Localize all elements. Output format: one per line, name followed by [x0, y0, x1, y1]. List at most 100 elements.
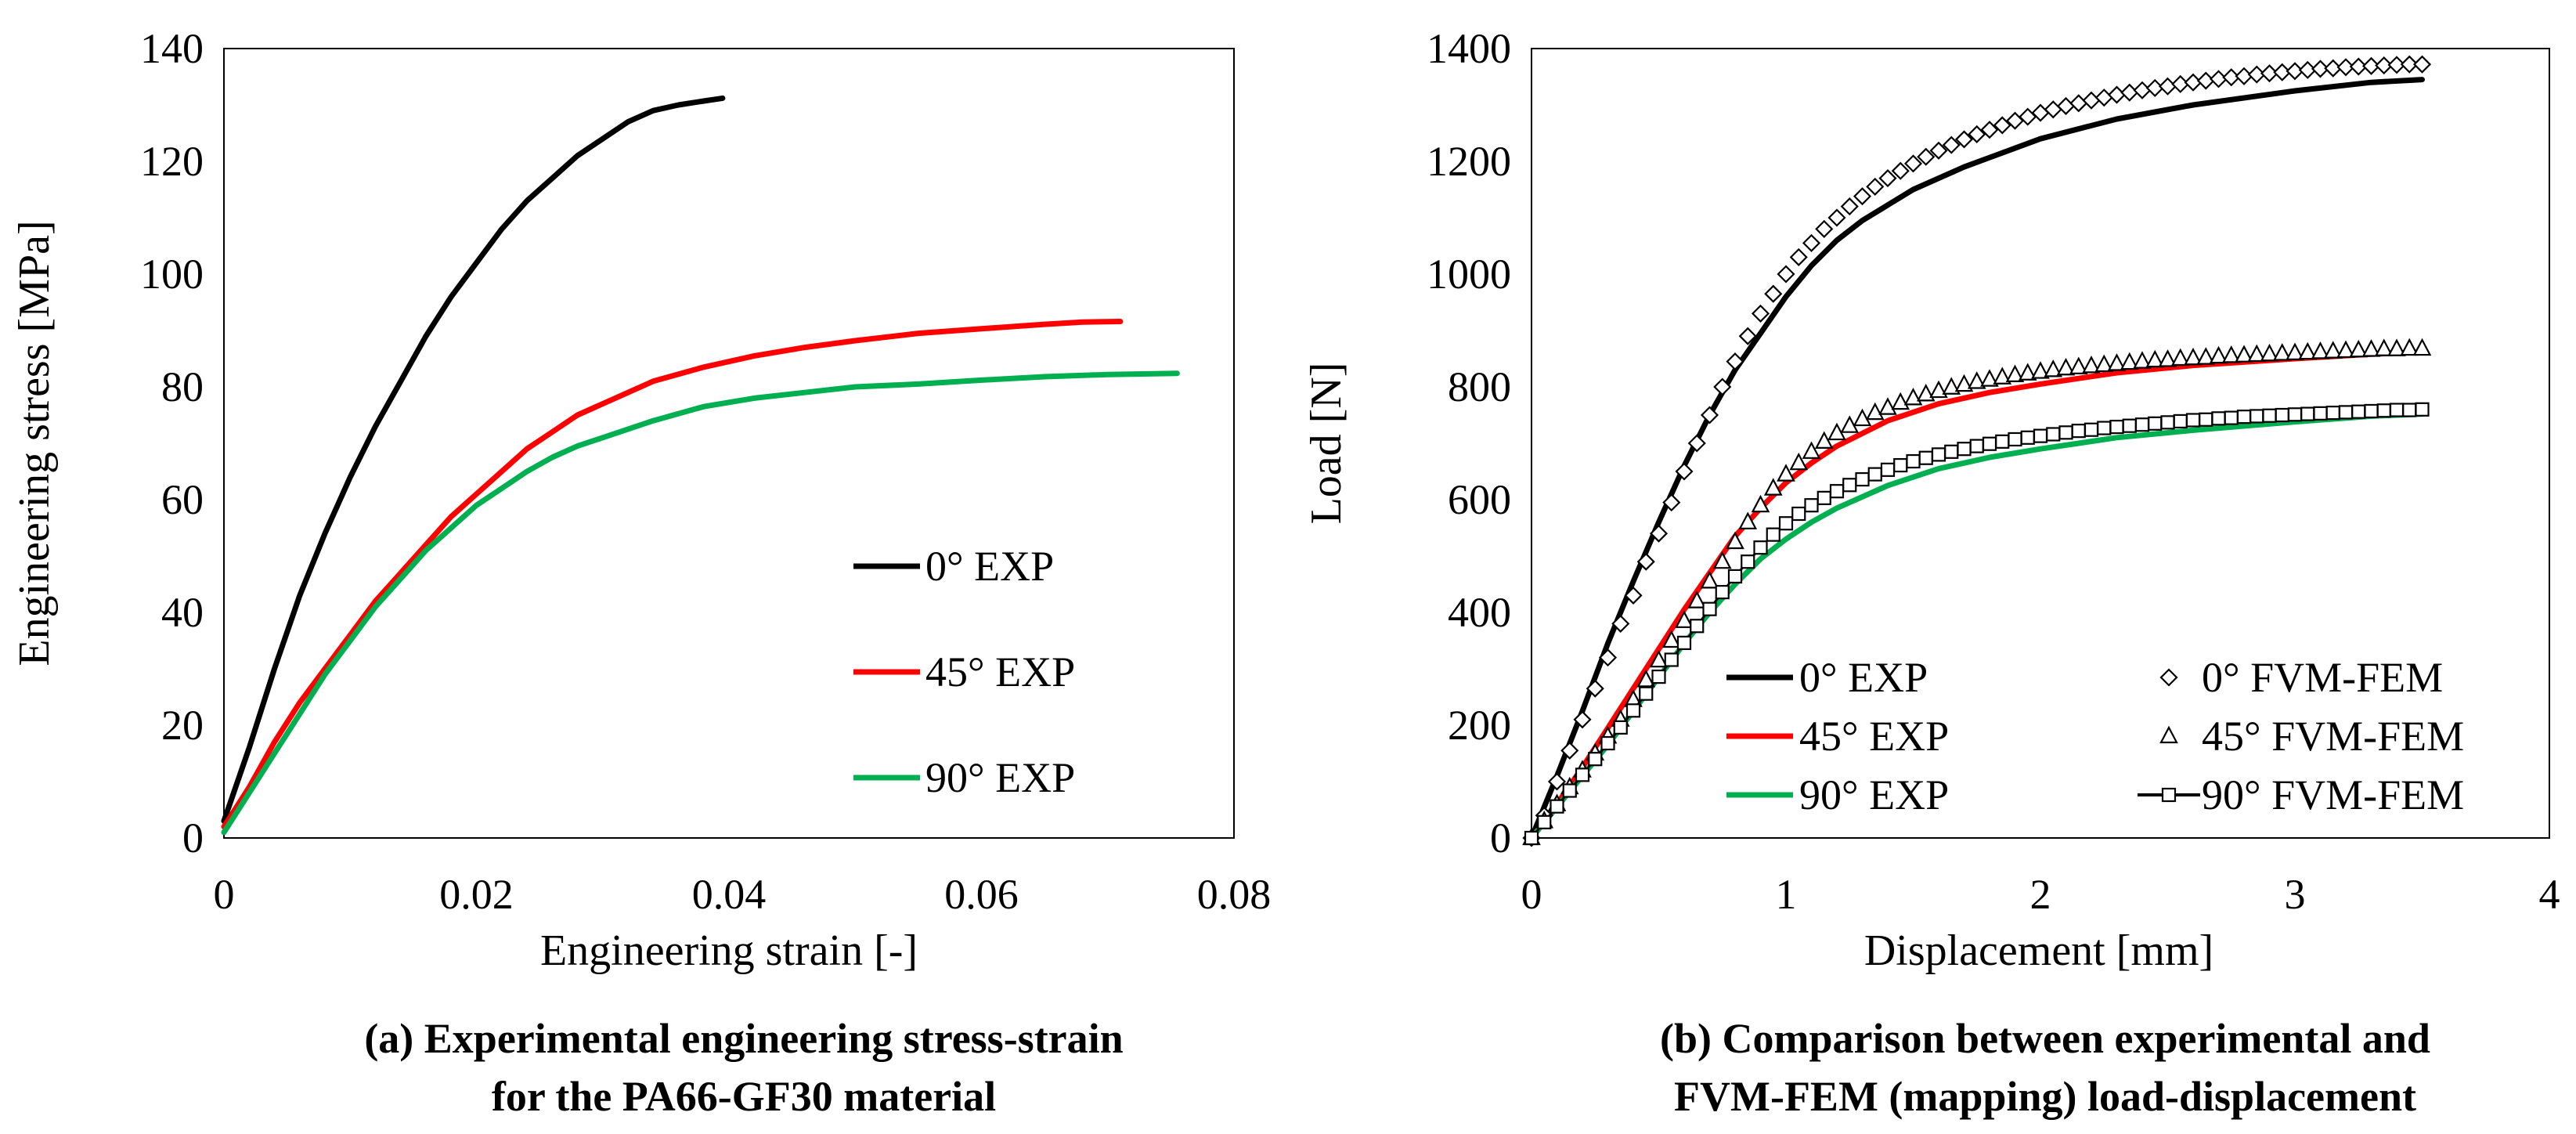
chart-b-plot-area [1531, 48, 2550, 839]
chart-b-data-point [2249, 409, 2264, 424]
chart-b-data-point [2120, 352, 2139, 370]
chart-b-data-point [1766, 527, 1780, 542]
chart-b-caption-line-2: FVM-FEM (mapping) load-displacement [1674, 1073, 2416, 1120]
chart-b-data-point [2109, 420, 2124, 435]
chart-b-series-line-0 [1528, 77, 2425, 841]
chart-b-legend-label: 90° FVM-FEM [2202, 771, 2464, 818]
chart-b-data-point [2133, 351, 2152, 369]
chart-b-data-point [1865, 402, 1885, 421]
chart-b-data-point [2361, 56, 2381, 75]
chart-b-data-point [1957, 442, 1972, 457]
chart-a-series-line-0 [221, 95, 726, 824]
chart-b-data-point [2275, 407, 2289, 423]
chart-b-data-point [1815, 219, 1834, 238]
chart-b-legend-label: 0° FVM-FEM [2202, 654, 2443, 701]
chart-b-data-point [2196, 347, 2216, 365]
chart-b-data-point [1675, 462, 1694, 481]
chart-b-data-point [1802, 441, 1821, 459]
chart-a-y-tick-label: 20 [161, 702, 204, 749]
chart-b-y-tick-label: 1200 [1427, 138, 1511, 185]
chart-b-data-point [2133, 81, 2152, 99]
chart-b-data-point [2336, 58, 2355, 77]
chart-b-legend-label: 0° EXP [1799, 654, 1928, 701]
chart-b-data-point [2323, 341, 2343, 359]
chart-b-y-tick-label: 400 [1448, 589, 1511, 636]
chart-b-data-point [1639, 686, 1654, 701]
chart-b-data-point [1789, 452, 1809, 471]
chart-b-data-point [1575, 767, 1590, 782]
chart-b-data-point [1942, 377, 1961, 395]
chart-b-series-markers-4 [1522, 338, 2432, 846]
chart-b-data-point [1804, 498, 1819, 513]
chart-b-data-point [1524, 830, 1539, 846]
chart-b-data-point [2148, 416, 2163, 431]
chart-b-data-point [1980, 369, 1999, 387]
chart-b-data-point [1562, 783, 1577, 798]
chart-a-x-tick-label: 0.08 [1197, 871, 1272, 918]
chart-b-data-point [1878, 169, 1897, 188]
chart-b-legend-marker-3 [2159, 668, 2178, 687]
chart-b-data-point [1662, 493, 1681, 512]
chart-b-legend-marker-5 [2161, 787, 2177, 803]
chart-b-data-point [1866, 177, 1885, 196]
chart-b-data-point [2199, 412, 2213, 427]
chart-b-data-point [1855, 471, 1870, 487]
chart-b-data-point [1600, 735, 1615, 751]
chart-b-data-point [1738, 327, 1757, 345]
chart-a-y-axis-label: Engineering stress [MPa] [10, 220, 59, 666]
chart-b-data-point [1547, 772, 1567, 791]
chart-b-data-point [2311, 60, 2330, 78]
chart-b-data-point [2044, 100, 2062, 119]
chart-b-x-tick-label: 2 [2030, 871, 2051, 918]
chart-b-data-point [2120, 83, 2139, 102]
chart-a-y-tick-label: 120 [140, 138, 204, 185]
chart-a-y-tick-label: 80 [161, 363, 204, 410]
chart-b-x-tick-label: 3 [2285, 871, 2306, 918]
chart-b-data-point [2260, 343, 2279, 362]
chart-b-data-point [2389, 403, 2405, 417]
chart-b-data-point [1636, 670, 1656, 688]
chart-b-data-point [1840, 197, 1859, 216]
chart-b-data-point [1727, 569, 1743, 584]
chart-b-data-point [2071, 424, 2086, 439]
chart-b-data-point [2158, 77, 2177, 96]
chart-b-data-point [2094, 88, 2113, 107]
chart-a-x-tick-label: 0.02 [439, 871, 514, 918]
chart-b-data-point [1942, 135, 1961, 154]
chart-b-data-point [1791, 506, 1806, 522]
chart-b-data-point [1624, 586, 1643, 605]
chart-b-data-point [2209, 345, 2228, 364]
chart-b-data-point [1738, 511, 1758, 529]
chart-a-legend: 0° EXP 45° EXP 90° EXP [853, 543, 1075, 801]
chart-b-data-point [1917, 147, 1936, 166]
chart-b-data-point [2082, 91, 2101, 110]
chart-a-x-tick-label: 0.04 [692, 871, 767, 918]
chart-b-data-point [1980, 121, 1999, 139]
chart-b-data-point [2184, 347, 2203, 366]
chart-b-data-point [1969, 439, 1984, 453]
chart-b-data-point [1829, 484, 1845, 499]
chart-b-data-point [1789, 247, 1808, 266]
chart-b-data-point [1713, 377, 1732, 396]
chart-b-data-point [2325, 406, 2340, 421]
chart-b-data-point [1931, 447, 1946, 462]
chart-b-data-point [2097, 421, 2112, 435]
chart-b-x-tick-label: 0 [1521, 871, 1542, 918]
chart-b-data-point [1993, 367, 2012, 385]
chart-b-data-point [1918, 450, 1933, 465]
chart-b-data-point [1687, 590, 1707, 609]
chart-b-legend-label: 45° EXP [1799, 713, 1949, 760]
chart-b-y-tick-label: 1400 [1427, 25, 1511, 72]
chart-b-data-point [2375, 56, 2394, 75]
chart-b-data-point [1690, 619, 1705, 634]
chart-b-data-point [1903, 154, 1923, 173]
chart-b-data-point [1636, 552, 1655, 571]
chart-b-data-point [1598, 648, 1618, 667]
chart-b-data-point [1814, 431, 1834, 449]
chart-a-x-axis-label: Engineering strain [-] [540, 926, 918, 975]
chart-b-data-point [1954, 130, 1974, 149]
chart-b-data-point [1982, 436, 1997, 451]
chart-b-data-point [1944, 444, 1959, 459]
chart-b-data-point [2058, 425, 2073, 440]
chart-b-data-point [2185, 413, 2201, 428]
